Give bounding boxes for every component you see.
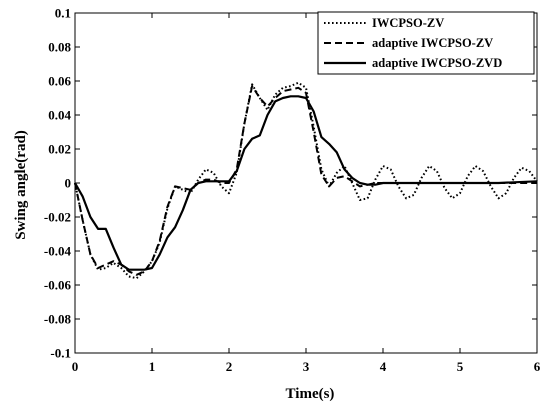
y-axis-label: Swing angle(rad) bbox=[13, 130, 29, 240]
x-tick-label: 2 bbox=[226, 359, 233, 374]
y-tick-label: 0.06 bbox=[48, 74, 71, 89]
x-tick-label: 0 bbox=[72, 359, 79, 374]
x-tick-label: 3 bbox=[303, 359, 310, 374]
y-tick-label: -0.02 bbox=[44, 210, 71, 225]
y-tick-label: 0.08 bbox=[48, 40, 71, 55]
y-tick-label: -0.1 bbox=[50, 346, 71, 361]
x-tick-label: 6 bbox=[534, 359, 541, 374]
y-tick-label: 0.02 bbox=[48, 142, 71, 157]
legend-label-adaptive-iwcpso-zv: adaptive IWCPSO-ZV bbox=[372, 36, 493, 50]
x-axis-label: Time(s) bbox=[286, 386, 335, 402]
x-tick-label: 5 bbox=[457, 359, 464, 374]
y-tick-label: -0.06 bbox=[44, 278, 72, 293]
x-tick-label: 4 bbox=[380, 359, 387, 374]
y-tick-label: 0.04 bbox=[48, 108, 71, 123]
legend-label-adaptive-iwcpso-zvd: adaptive IWCPSO-ZVD bbox=[372, 56, 502, 70]
y-tick-label: 0.1 bbox=[55, 6, 71, 21]
ticks-layer: 0 1 2 3 4 5 6 0.1 0.08 0.06 0.04 0.02 0 -0.02 -0.04 -0.… bbox=[44, 6, 541, 375]
y-tick-label: -0.04 bbox=[44, 244, 72, 259]
series-line-iwcpso-zv bbox=[74, 81, 538, 280]
legend: IWCPSO-ZV adaptive IWCPSO-ZV adaptive IW… bbox=[317, 11, 535, 75]
series-layer bbox=[74, 81, 538, 280]
y-tick-label: 0 bbox=[65, 176, 72, 191]
legend-label-iwcpso-zv: IWCPSO-ZV bbox=[372, 16, 444, 30]
series-line-adaptive-iwcpso-zv bbox=[74, 85, 537, 276]
x-tick-label: 1 bbox=[149, 359, 156, 374]
y-tick-label: -0.08 bbox=[44, 312, 72, 327]
series-line-adaptive-iwcpso-zvd bbox=[74, 95, 538, 271]
